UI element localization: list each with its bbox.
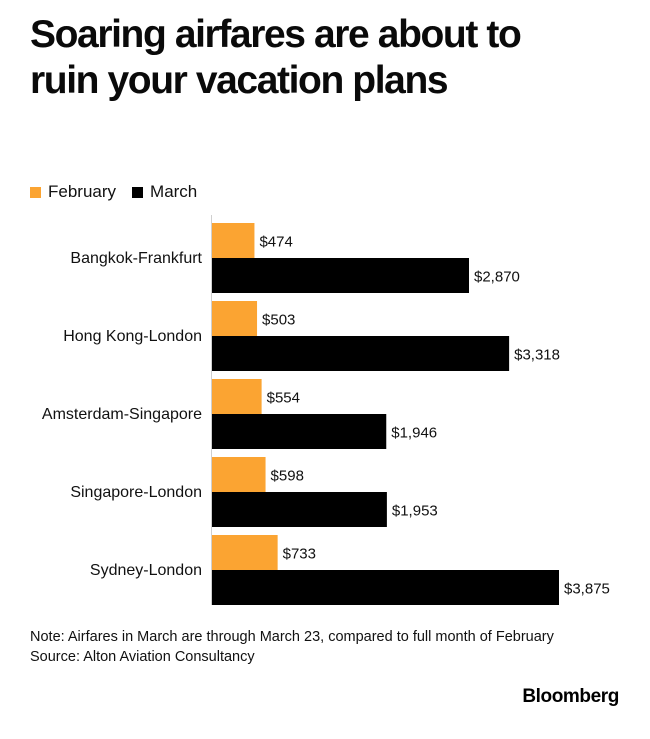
legend-item-march: March [132, 182, 197, 202]
source-text: Source: Alton Aviation Consultancy [30, 649, 255, 665]
value-label-march-amsterdam-singapore: $1,946 [391, 425, 437, 442]
legend: February March [30, 182, 213, 202]
footnote: Note: Airfares in March are through Marc… [30, 627, 554, 667]
value-label-february-amsterdam-singapore: $554 [267, 390, 300, 407]
bar-chart: Bangkok-Frankfurt $474 $2,870 Hong Kong-Lon… [42, 215, 610, 605]
legend-label-february: February [48, 182, 117, 201]
bar-march-singapore-london [212, 492, 387, 527]
value-label-march-hong-kong-london: $3,318 [514, 347, 560, 364]
chart-title: Soaring airfares are about to ruin your … [30, 13, 522, 102]
bar-march-amsterdam-singapore [212, 414, 387, 449]
category-label-sydney-london: Sydney-London [90, 562, 202, 579]
value-label-february-bangkok-frankfurt: $474 [259, 234, 292, 251]
value-label-march-sydney-london: $3,875 [564, 581, 610, 598]
category-label-bangkok-frankfurt: Bangkok-Frankfurt [70, 250, 202, 267]
bar-march-hong-kong-london [212, 336, 510, 371]
value-label-february-hong-kong-london: $503 [262, 312, 295, 329]
legend-swatch-march [132, 186, 144, 198]
value-label-february-singapore-london: $598 [271, 468, 304, 485]
legend-label-march: March [150, 182, 198, 201]
bar-march-sydney-london [212, 570, 559, 605]
bar-february-bangkok-frankfurt [212, 223, 255, 258]
category-label-amsterdam-singapore: Amsterdam-Singapore [42, 406, 202, 423]
category-label-singapore-london: Singapore-London [70, 484, 202, 501]
bar-february-singapore-london [212, 457, 266, 492]
bar-february-sydney-london [212, 535, 278, 570]
value-label-march-singapore-london: $1,953 [392, 503, 438, 520]
legend-swatch-february [30, 186, 41, 198]
value-label-march-bangkok-frankfurt: $2,870 [474, 269, 520, 286]
bar-march-bangkok-frankfurt [212, 258, 470, 293]
category-label-hong-kong-london: Hong Kong-London [63, 328, 202, 345]
bloomberg-logo: Bloomberg [522, 686, 619, 707]
legend-item-february: February [30, 182, 116, 202]
bar-february-amsterdam-singapore [212, 379, 262, 414]
bar-february-hong-kong-london [212, 301, 258, 336]
note-text: Note: Airfares in March are through Marc… [30, 629, 554, 645]
value-label-february-sydney-london: $733 [283, 546, 316, 563]
